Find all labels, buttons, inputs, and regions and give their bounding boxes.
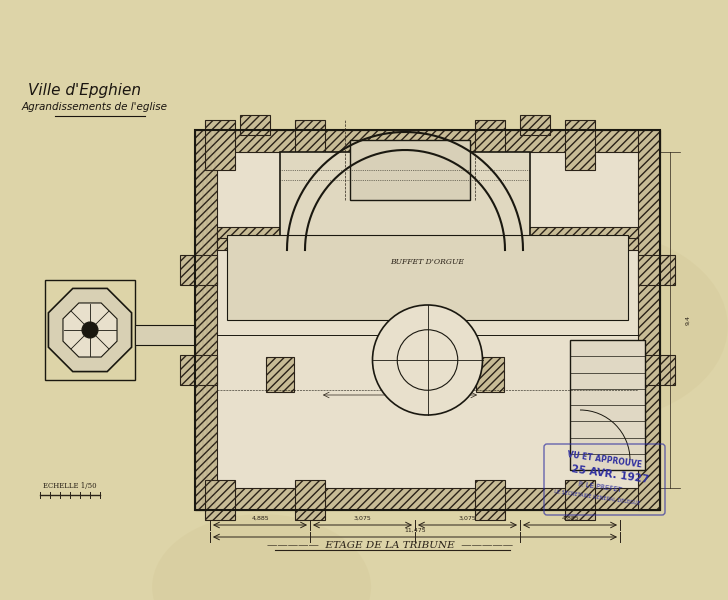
Bar (227, 235, 628, 320)
Text: P. LE PREFET: P. LE PREFET (578, 481, 622, 493)
Text: Agrandissements de l'eglise: Agrandissements de l'eglise (22, 102, 168, 112)
Text: BUFFET D'ORGUE: BUFFET D'ORGUE (390, 259, 464, 266)
Bar (476, 357, 504, 392)
Circle shape (373, 305, 483, 415)
Bar (280, 152, 530, 250)
Bar (475, 120, 505, 170)
Bar (180, 255, 217, 285)
Text: 4,885: 4,885 (251, 516, 269, 521)
Bar (266, 357, 294, 392)
Text: 3,075: 3,075 (458, 516, 476, 521)
Bar (195, 488, 660, 510)
Bar (217, 152, 638, 488)
Circle shape (82, 322, 98, 338)
Ellipse shape (152, 514, 371, 600)
Text: LE SECRETAIRE GENERAL DELEGUE: LE SECRETAIRE GENERAL DELEGUE (554, 490, 640, 506)
Bar (570, 340, 645, 470)
Bar (195, 130, 660, 152)
Text: 9,4: 9,4 (685, 315, 690, 325)
Bar (520, 115, 550, 135)
Text: 11,475: 11,475 (404, 528, 426, 533)
Ellipse shape (245, 188, 416, 304)
Text: —————  ETAGE DE LA TRIBUNE  —————: ————— ETAGE DE LA TRIBUNE ————— (267, 541, 513, 550)
Bar (565, 120, 595, 170)
Text: VU ET APPROUVE: VU ET APPROUVE (567, 451, 643, 470)
Polygon shape (63, 303, 117, 357)
Bar (45, 280, 135, 380)
Text: 25 AVR. 1927: 25 AVR. 1927 (571, 464, 649, 484)
Bar (295, 480, 325, 520)
Bar (638, 130, 660, 510)
Bar (217, 238, 638, 250)
Bar (476, 267, 504, 302)
Bar (638, 255, 675, 285)
Bar (217, 227, 638, 245)
Text: 4,885: 4,885 (561, 516, 579, 521)
Ellipse shape (215, 166, 443, 319)
Bar (475, 480, 505, 520)
Text: ECHELLE 1/50: ECHELLE 1/50 (43, 482, 97, 490)
Bar (135, 325, 195, 345)
Ellipse shape (190, 200, 310, 280)
Polygon shape (49, 289, 132, 371)
Bar (638, 355, 675, 385)
Text: 3,075: 3,075 (353, 516, 371, 521)
Bar (195, 130, 217, 510)
Bar (240, 115, 270, 135)
Bar (205, 480, 235, 520)
Bar (295, 120, 325, 170)
Text: 1,475: 1,475 (392, 387, 408, 392)
Bar (350, 140, 470, 200)
Bar (205, 120, 235, 170)
Bar (266, 267, 294, 302)
Bar (195, 130, 660, 510)
Bar (180, 355, 217, 385)
Ellipse shape (432, 228, 728, 425)
Text: Ville d'Epghien: Ville d'Epghien (28, 82, 141, 97)
Bar (565, 480, 595, 520)
